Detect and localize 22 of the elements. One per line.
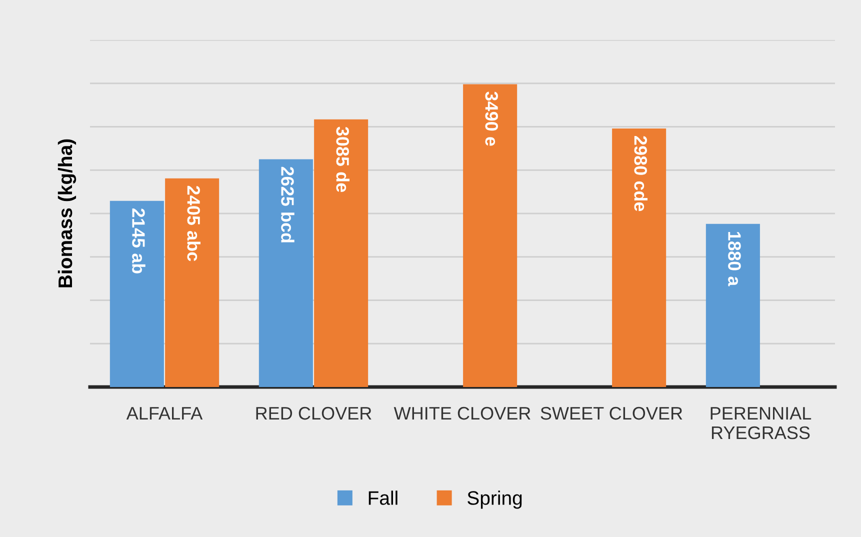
x-tick-label: RED CLOVER (256, 406, 372, 420)
bar (612, 128, 666, 387)
data-label: 1880 a (728, 232, 741, 286)
data-label: 3085 de (336, 126, 350, 192)
y-axis-title: Biomass (kg/ha) (58, 139, 76, 288)
bar (110, 200, 164, 387)
legend-label: Spring (468, 490, 522, 509)
bar (463, 84, 518, 387)
x-tick-label: WHITE CLOVER (394, 406, 530, 420)
x-tick-label: ALFALFA (126, 407, 203, 420)
x-tick-label: SWEET CLOVER (540, 406, 682, 420)
data-label: 3490 e (485, 92, 498, 146)
data-label: 2405 abc (187, 186, 200, 262)
x-tick-label: PERENNIAL RYEGRASS (710, 407, 812, 440)
data-label: 2625 bcd (281, 166, 294, 242)
bar (165, 178, 220, 387)
bar (314, 119, 368, 387)
bar (258, 159, 313, 387)
legend-label: Fall (368, 490, 398, 505)
bar (706, 224, 760, 387)
data-label: 2980 cde (634, 136, 648, 212)
data-label: 2145 ab (132, 208, 146, 274)
